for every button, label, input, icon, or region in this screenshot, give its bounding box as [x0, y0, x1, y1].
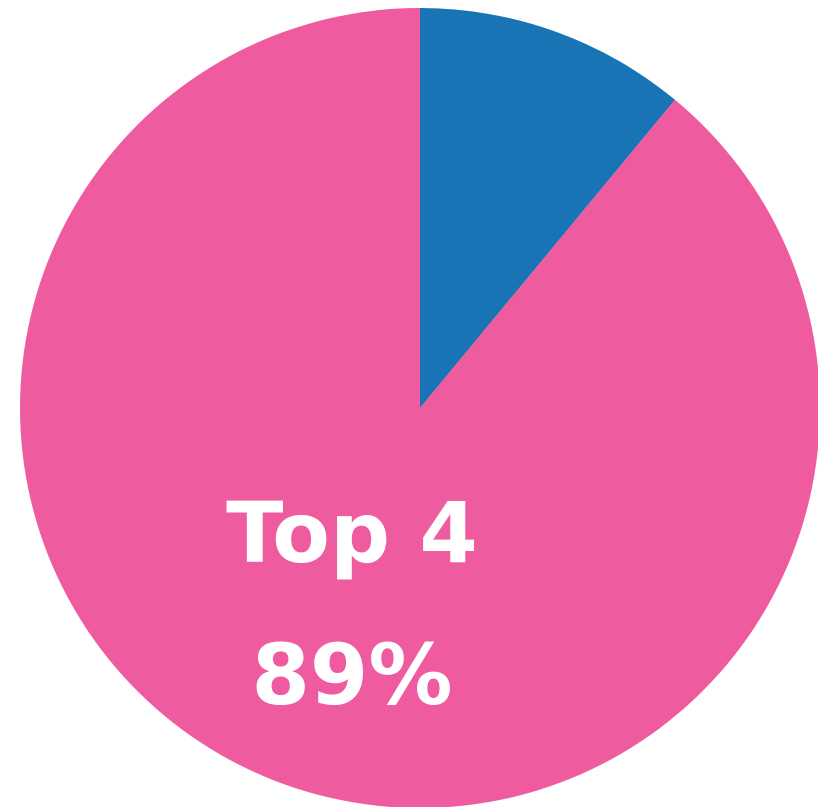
slice-label-value: 89% [251, 626, 452, 724]
pie-slice-0 [420, 8, 675, 408]
pie-slice-1 [20, 8, 818, 807]
pie-slices [20, 8, 818, 807]
slice-label-name: Top 4 [226, 484, 478, 582]
pie-labels: Top 4 89% [226, 484, 478, 724]
